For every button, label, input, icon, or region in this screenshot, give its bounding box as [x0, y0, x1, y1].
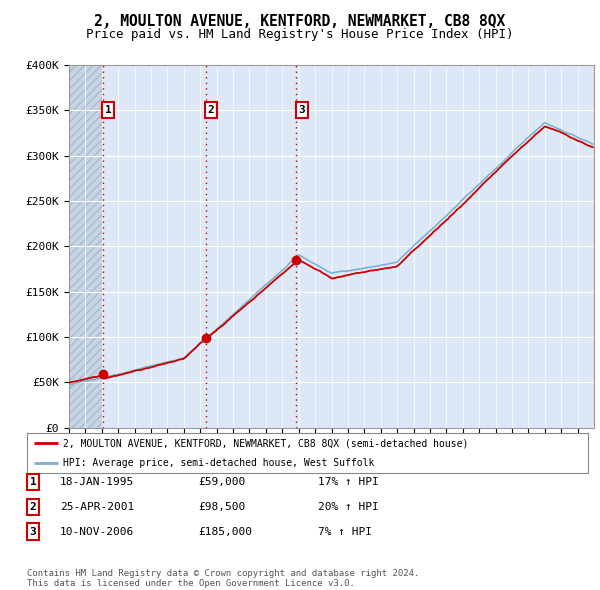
Text: 2, MOULTON AVENUE, KENTFORD, NEWMARKET, CB8 8QX: 2, MOULTON AVENUE, KENTFORD, NEWMARKET, … — [94, 14, 506, 28]
Text: 2: 2 — [29, 502, 37, 512]
Text: 20% ↑ HPI: 20% ↑ HPI — [318, 502, 379, 512]
Text: HPI: Average price, semi-detached house, West Suffolk: HPI: Average price, semi-detached house,… — [64, 458, 375, 468]
Text: 1: 1 — [29, 477, 37, 487]
Text: 18-JAN-1995: 18-JAN-1995 — [60, 477, 134, 487]
Text: £59,000: £59,000 — [198, 477, 245, 487]
Text: 2, MOULTON AVENUE, KENTFORD, NEWMARKET, CB8 8QX (semi-detached house): 2, MOULTON AVENUE, KENTFORD, NEWMARKET, … — [64, 438, 469, 448]
Text: 7% ↑ HPI: 7% ↑ HPI — [318, 527, 372, 536]
Text: Price paid vs. HM Land Registry's House Price Index (HPI): Price paid vs. HM Land Registry's House … — [86, 28, 514, 41]
Text: £185,000: £185,000 — [198, 527, 252, 536]
Text: Contains HM Land Registry data © Crown copyright and database right 2024.
This d: Contains HM Land Registry data © Crown c… — [27, 569, 419, 588]
Text: 17% ↑ HPI: 17% ↑ HPI — [318, 477, 379, 487]
Text: £98,500: £98,500 — [198, 502, 245, 512]
Text: 2: 2 — [208, 105, 214, 115]
Text: 10-NOV-2006: 10-NOV-2006 — [60, 527, 134, 536]
Bar — [69, 65, 103, 428]
Text: 1: 1 — [104, 105, 112, 115]
Text: 3: 3 — [298, 105, 305, 115]
Text: 25-APR-2001: 25-APR-2001 — [60, 502, 134, 512]
Text: 3: 3 — [29, 527, 37, 536]
